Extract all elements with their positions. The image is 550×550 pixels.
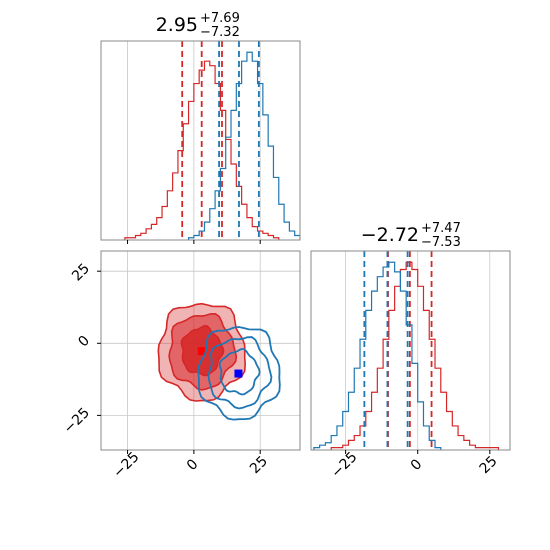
bottom-right-hist-blue xyxy=(313,261,442,450)
bottom-left-xtick-label-2: 25 xyxy=(247,453,271,477)
contour-blue-level-0 xyxy=(218,347,261,396)
bottom-right-xtick-label-2: 25 xyxy=(477,453,501,477)
contour-blue-level-2 xyxy=(197,326,281,421)
bottom-right-title: −2.72 xyxy=(361,224,419,246)
marker-blue xyxy=(234,369,243,378)
panel-top-left-histogram: 2.95 +7.69 −7.32 xyxy=(100,11,301,244)
top-left-title: 2.95 xyxy=(156,14,198,36)
top-left-hist-blue xyxy=(187,51,300,240)
bottom-right-hist-red xyxy=(330,261,500,450)
bottom-left-ytick-label-1: 0 xyxy=(75,333,93,351)
bottom-left-frame xyxy=(100,250,301,451)
bottom-right-series xyxy=(313,251,500,450)
top-left-hist-red xyxy=(124,60,280,240)
panel-bottom-left-contour: −25 0 25 −25 0 25 xyxy=(61,250,301,481)
bottom-right-title-upper: +7.47 xyxy=(421,221,461,236)
contour-blue-level-1 xyxy=(207,336,273,410)
top-left-title-lower: −7.32 xyxy=(200,25,240,40)
marker-red xyxy=(197,347,206,356)
bottom-right-xtick-label-0: −25 xyxy=(328,449,360,481)
top-left-ticks xyxy=(127,240,261,244)
top-left-title-upper: +7.69 xyxy=(200,11,240,26)
bottom-right-xtick-label-1: 0 xyxy=(408,456,426,474)
top-left-grid xyxy=(127,41,261,240)
bottom-left-xtick-label-0: −25 xyxy=(110,449,142,481)
bottom-right-frame xyxy=(310,250,511,451)
bottom-left-ytick-label-0: −25 xyxy=(61,405,93,437)
bottom-left-xtick-label-1: 0 xyxy=(184,456,202,474)
top-left-frame xyxy=(100,40,301,241)
bottom-right-ticks: −25 0 25 xyxy=(328,449,500,481)
top-left-series xyxy=(124,41,300,240)
bottom-left-ytick-label-2: 25 xyxy=(69,261,93,285)
panel-bottom-right-histogram: −25 0 25 −2.72 +7.47 −7.53 xyxy=(310,221,511,481)
bottom-left-series xyxy=(157,302,281,421)
bottom-right-title-lower: −7.53 xyxy=(421,235,461,250)
